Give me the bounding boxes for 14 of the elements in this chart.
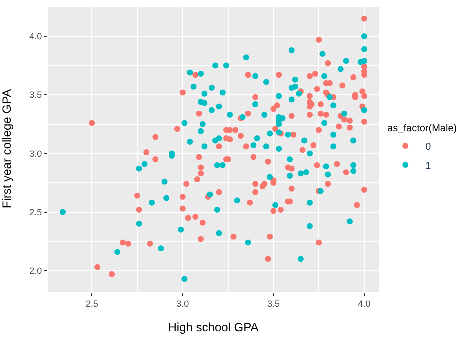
legend-title: as_factor(Male) — [388, 124, 458, 134]
y-axis-title: First year college GPA — [0, 89, 14, 209]
y-tick-label: 2.0 — [30, 266, 42, 276]
y-tick-label: 2.5 — [30, 207, 42, 218]
x-tick-label: 4.0 — [358, 298, 371, 309]
x-tick-label: 3.5 — [267, 298, 280, 309]
legend-label: 0 — [426, 142, 432, 153]
y-tick-label: 3.5 — [30, 90, 42, 100]
y-tick-label: 3.0 — [30, 148, 42, 159]
x-tick-label: 3.0 — [176, 298, 190, 309]
y-tick-label: 4.0 — [30, 32, 42, 42]
x-tick-label: 2.5 — [86, 298, 98, 309]
legend-label: 1 — [426, 160, 432, 172]
x-axis-title: High school GPA — [168, 320, 259, 335]
